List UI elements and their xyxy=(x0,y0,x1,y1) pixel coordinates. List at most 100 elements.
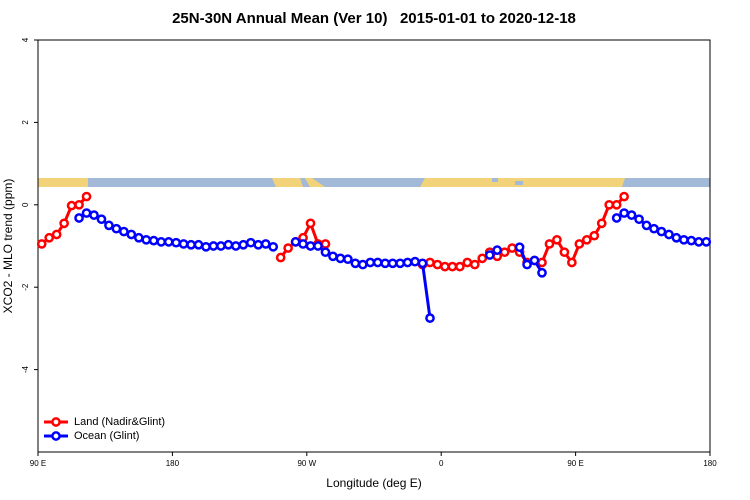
data-point xyxy=(59,218,69,229)
data-point xyxy=(477,253,488,264)
data-point xyxy=(275,252,286,263)
data-point xyxy=(507,243,517,253)
data-point xyxy=(231,241,241,251)
data-point xyxy=(537,257,547,268)
data-point xyxy=(335,253,346,264)
data-point xyxy=(664,229,674,240)
data-point xyxy=(469,259,480,270)
data-point xyxy=(148,235,159,246)
data-point xyxy=(156,237,167,247)
data-point xyxy=(51,229,62,240)
data-point xyxy=(380,258,391,269)
data-point xyxy=(492,245,503,255)
data-point xyxy=(141,234,152,245)
y-tick-label: -2 xyxy=(21,283,30,291)
data-point xyxy=(552,234,562,245)
data-point xyxy=(514,242,525,253)
data-point xyxy=(357,259,368,270)
data-point xyxy=(537,267,547,278)
data-point xyxy=(387,258,398,269)
data-point xyxy=(611,213,622,223)
data-point xyxy=(402,257,413,268)
data-point xyxy=(679,234,689,245)
data-point xyxy=(320,247,331,258)
data-point xyxy=(626,210,637,220)
data-point xyxy=(432,259,443,270)
data-point xyxy=(522,259,532,270)
data-point xyxy=(193,239,204,250)
y-tick-label: 2 xyxy=(21,120,30,125)
legend-marker xyxy=(51,417,61,427)
x-tick-label: 90 E xyxy=(30,459,46,468)
data-point xyxy=(634,214,644,225)
x-tick-label: 90 E xyxy=(567,459,583,468)
x-tick-label: 90 W xyxy=(297,459,316,468)
data-point xyxy=(574,239,585,249)
data-point xyxy=(462,257,473,268)
data-point xyxy=(544,239,555,249)
data-point xyxy=(641,220,652,231)
series-line xyxy=(295,240,432,319)
chart-title: 25N-30N Annual Mean (Ver 10) 2015-01-01 … xyxy=(172,10,576,27)
data-point xyxy=(104,220,114,231)
data-point xyxy=(425,257,435,268)
data-point xyxy=(74,199,84,210)
data-point xyxy=(96,214,107,225)
data-point xyxy=(253,239,264,250)
data-point xyxy=(133,232,144,243)
data-point xyxy=(440,261,450,272)
data-point xyxy=(126,229,137,240)
data-point xyxy=(313,241,323,251)
x-axis-label: Longitude (deg E) xyxy=(326,476,421,490)
data-point xyxy=(260,239,271,249)
data-point xyxy=(581,234,592,245)
data-point xyxy=(238,239,249,250)
data-point xyxy=(619,191,629,202)
data-point xyxy=(208,241,219,251)
data-point xyxy=(656,226,667,237)
data-point xyxy=(66,200,77,211)
data-point xyxy=(701,237,712,247)
data-point xyxy=(589,230,600,241)
data-point xyxy=(111,223,122,234)
y-tick-label: 4 xyxy=(21,37,30,42)
data-point xyxy=(283,243,293,253)
data-point xyxy=(298,239,308,249)
data-point xyxy=(372,257,383,268)
data-point xyxy=(320,239,331,249)
land-ocean-strip xyxy=(38,178,710,187)
data-point xyxy=(596,218,607,229)
data-point xyxy=(350,258,361,269)
data-point xyxy=(365,257,376,268)
data-point xyxy=(619,208,629,218)
data-point xyxy=(447,261,458,272)
data-point xyxy=(163,237,174,247)
data-point xyxy=(649,223,659,234)
data-point xyxy=(81,191,92,202)
data-point xyxy=(604,199,615,210)
data-point xyxy=(245,237,256,248)
data-point xyxy=(81,208,92,218)
data-point xyxy=(343,254,353,265)
x-tick-label: 180 xyxy=(703,459,717,468)
data-point xyxy=(559,247,570,258)
data-point xyxy=(425,313,435,323)
data-point xyxy=(686,235,697,246)
x-tick-label: 180 xyxy=(166,459,180,468)
data-point xyxy=(44,232,55,243)
y-tick-label: -4 xyxy=(21,365,30,373)
y-tick-label: 0 xyxy=(21,202,30,207)
plot-frame xyxy=(37,39,711,453)
data-point xyxy=(455,261,465,272)
data-point xyxy=(268,241,279,252)
y-axis-label: XCO2 - MLO trend (ppm) xyxy=(1,179,15,314)
data-point xyxy=(186,239,196,250)
data-point xyxy=(201,241,211,252)
data-point xyxy=(74,213,84,223)
data-point xyxy=(410,256,420,267)
legend-label: Ocean (Glint) xyxy=(74,430,139,442)
data-point xyxy=(290,237,301,247)
data-point xyxy=(529,255,540,266)
data-point xyxy=(328,251,338,262)
